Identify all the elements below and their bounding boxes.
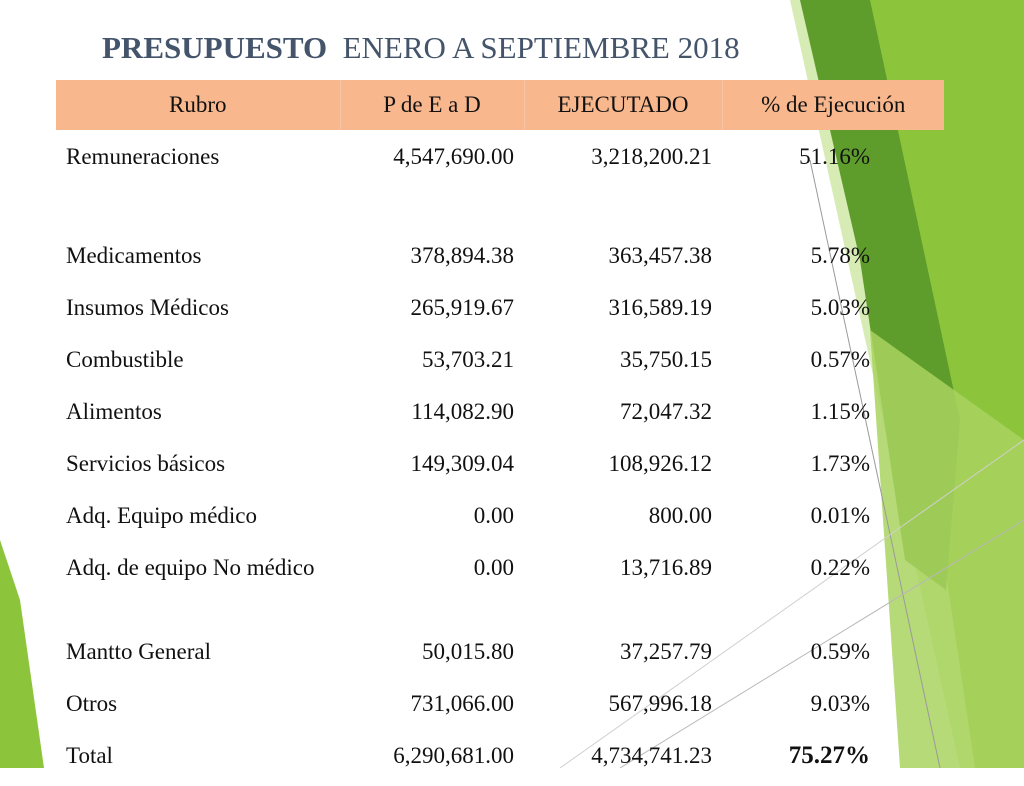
cell-pct: 0.57%: [810, 347, 870, 372]
table-row: Otros 731,066.00 567,996.18 9.03%: [56, 682, 944, 734]
table-header-row: Rubro P de E a D EJECUTADO % de Ejecució…: [56, 80, 944, 130]
cell-pct: 0.22%: [810, 555, 870, 580]
thin-line-2: [619, 519, 1024, 768]
cell-rubro: Mantto General: [66, 639, 211, 664]
header-pead: P de E a D: [340, 80, 525, 130]
total-ejecutado: 4,734,741.23: [591, 743, 712, 768]
cell-ejecutado: 567,996.18: [608, 691, 713, 716]
total-pead: 6,290,681.00: [393, 743, 514, 768]
cell-ejecutado: 13,716.89: [620, 555, 712, 580]
table-row: Combustible 53,703.21 35,750.15 0.57%: [56, 338, 944, 390]
cell-pead: 4,547,690.00: [393, 144, 514, 169]
cell-ejecutado: 316,589.19: [608, 295, 713, 320]
total-pct: 75.27%: [788, 742, 870, 769]
page-title: PRESUPUESTO ENERO A SEPTIEMBRE 2018: [102, 30, 740, 66]
cell-pead: 265,919.67: [410, 295, 515, 320]
table-row: Adq. Equipo médico 0.00 800.00 0.01%: [56, 494, 944, 546]
header-ejecutado: EJECUTADO: [524, 80, 723, 130]
budget-table: Rubro P de E a D EJECUTADO % de Ejecució…: [56, 80, 944, 786]
table-row: Medicamentos 378,894.38 363,457.38 5.78%: [56, 234, 944, 286]
cell-pct: 5.78%: [810, 243, 870, 268]
title-rest: ENERO A SEPTIEMBRE 2018: [342, 30, 740, 65]
table-row: Insumos Médicos 265,919.67 316,589.19 5.…: [56, 286, 944, 338]
cell-pead: 149,309.04: [410, 451, 515, 476]
cell-ejecutado: 800.00: [648, 503, 712, 528]
total-label: Total: [66, 743, 113, 768]
thin-line-1: [809, 159, 941, 768]
cell-pead: 0.00: [473, 503, 514, 528]
cell-pct: 0.01%: [810, 503, 870, 528]
cell-rubro: Combustible: [66, 347, 184, 372]
cell-ejecutado: 72,047.32: [620, 399, 712, 424]
header-rubro: Rubro: [56, 80, 341, 130]
cell-pct: 1.15%: [810, 399, 870, 424]
cell-pead: 50,015.80: [422, 639, 514, 664]
cell-pead: 731,066.00: [410, 691, 515, 716]
green-band-pale: [870, 330, 1024, 768]
cell-pct: 1.73%: [810, 451, 870, 476]
title-bold: PRESUPUESTO: [102, 30, 328, 65]
cell-ejecutado: 35,750.15: [620, 347, 712, 372]
cell-ejecutado: 108,926.12: [608, 451, 713, 476]
cell-rubro: Insumos Médicos: [66, 295, 229, 320]
cell-rubro: Servicios básicos: [66, 451, 226, 476]
cell-rubro: Otros: [66, 691, 118, 716]
cell-rubro: Adq. Equipo médico: [66, 503, 257, 528]
cell-rubro: Remuneraciones: [66, 144, 220, 169]
cell-pct: 5.03%: [810, 295, 870, 320]
cell-pct: 51.16%: [799, 144, 870, 169]
cell-rubro: Alimentos: [66, 399, 162, 424]
table-row: Alimentos 114,082.90 72,047.32 1.15%: [56, 390, 944, 442]
table-row: Adq. de equipo No médico 0.00 13,716.89 …: [56, 546, 944, 630]
table-row: Servicios básicos 149,309.04 108,926.12 …: [56, 442, 944, 494]
thin-line-3: [559, 439, 1024, 768]
cell-pead: 114,082.90: [411, 399, 514, 424]
header-pct: % de Ejecución: [722, 80, 944, 130]
green-stripe-left: [0, 540, 44, 768]
table-row: Remuneraciones 4,547,690.00 3,218,200.21…: [56, 130, 944, 234]
green-decoration: [0, 0, 1024, 768]
cell-ejecutado: 3,218,200.21: [591, 144, 712, 169]
cell-ejecutado: 37,257.79: [620, 639, 712, 664]
cell-ejecutado: 363,457.38: [608, 243, 713, 268]
cell-pead: 53,703.21: [422, 347, 514, 372]
cell-rubro: Medicamentos: [66, 243, 202, 268]
total-row: Total 6,290,681.00 4,734,741.23 75.27%: [56, 734, 944, 786]
cell-pead: 0.00: [473, 555, 514, 580]
table-row: Mantto General 50,015.80 37,257.79 0.59%: [56, 630, 944, 682]
cell-rubro: Adq. de equipo No médico: [66, 555, 315, 580]
cell-pead: 378,894.38: [410, 243, 515, 268]
cell-pct: 0.59%: [810, 639, 870, 664]
cell-pct: 9.03%: [810, 691, 870, 716]
